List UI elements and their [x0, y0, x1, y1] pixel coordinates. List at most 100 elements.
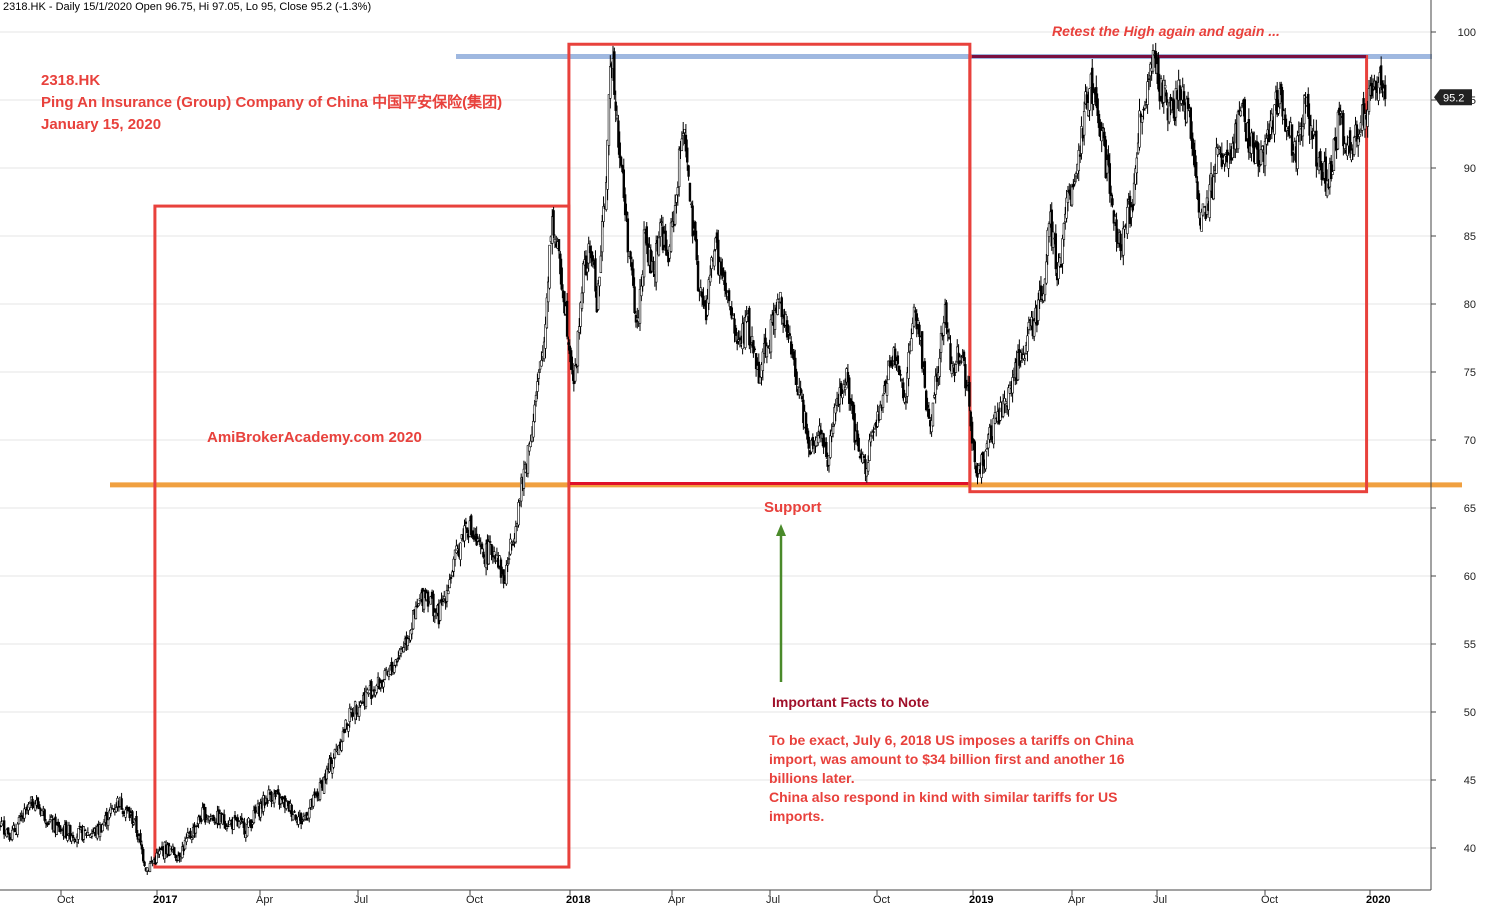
- candle-body: [202, 803, 206, 810]
- candle-body: [907, 352, 910, 379]
- x-tick-label: 2019: [969, 894, 993, 906]
- candle-body: [1332, 138, 1336, 171]
- candle-body: [447, 590, 450, 595]
- candle-body: [478, 539, 481, 542]
- candle-body: [8, 832, 11, 840]
- candle-body: [77, 828, 80, 840]
- candle-body: [1223, 155, 1226, 165]
- candle-body: [301, 820, 304, 822]
- candle-body: [1070, 186, 1074, 206]
- candle-body: [586, 267, 589, 273]
- candle-body: [891, 363, 894, 367]
- candle-body: [560, 267, 563, 290]
- candle-body: [1037, 299, 1040, 321]
- candle-body: [537, 372, 540, 379]
- y-tick-label: 45: [1464, 775, 1476, 787]
- candle-body: [355, 705, 358, 715]
- candle-body: [984, 450, 987, 470]
- candle-body: [370, 681, 373, 700]
- x-tick-label: Oct: [466, 894, 483, 906]
- candle-body: [1243, 99, 1247, 123]
- candle-body: [308, 808, 311, 819]
- candle-body: [691, 205, 694, 237]
- candle-body: [449, 576, 453, 579]
- candle-body: [510, 542, 513, 545]
- candle-body: [532, 420, 535, 438]
- candle-body: [1072, 184, 1075, 188]
- candle-body: [243, 822, 246, 835]
- candle-body: [536, 381, 539, 392]
- candle-body: [240, 817, 243, 820]
- candle-body: [333, 749, 337, 758]
- candle-body: [970, 421, 974, 444]
- candle-body: [1200, 211, 1203, 232]
- candle-body: [749, 344, 752, 346]
- date-label: January 15, 2020: [41, 116, 162, 133]
- candle-body: [841, 393, 844, 399]
- candle-body: [931, 402, 935, 427]
- candle-body: [834, 404, 837, 414]
- candle-body: [50, 816, 53, 818]
- candle-body: [201, 807, 204, 821]
- candle-body: [942, 322, 945, 336]
- candle-body: [1057, 261, 1060, 280]
- candle-body: [200, 819, 203, 822]
- candle-body: [825, 442, 828, 458]
- candle-body: [681, 133, 685, 137]
- candle-body: [384, 669, 388, 671]
- candle-body: [958, 356, 962, 361]
- candle-body: [227, 825, 230, 827]
- candle-body: [598, 276, 601, 287]
- candle-body: [578, 326, 581, 333]
- candle-body: [887, 360, 890, 381]
- candle-body: [65, 821, 68, 838]
- candle-body: [1208, 184, 1211, 218]
- candle-body: [1281, 90, 1284, 117]
- candle-body: [622, 169, 626, 198]
- candle-body: [580, 292, 584, 309]
- candle-body: [1108, 163, 1112, 194]
- candle-body: [918, 324, 921, 337]
- candle-body: [843, 386, 847, 390]
- candle-body: [1178, 85, 1182, 101]
- candle-body: [567, 342, 570, 345]
- candle-body: [507, 558, 511, 560]
- candle-body: [464, 521, 468, 524]
- candle-body: [686, 147, 689, 163]
- candle-body: [1290, 124, 1294, 156]
- candle-body: [804, 412, 808, 434]
- candle-body: [459, 542, 462, 560]
- candle-body: [629, 251, 632, 260]
- candle-body: [1348, 130, 1352, 153]
- candle-body: [557, 239, 561, 252]
- candle-body: [752, 340, 755, 354]
- candle-body: [1180, 99, 1183, 104]
- candle-body: [596, 283, 600, 310]
- candle-body: [857, 437, 860, 452]
- candle-body: [618, 142, 621, 159]
- candle-body: [106, 819, 110, 826]
- candle-body: [659, 222, 662, 237]
- candle-body: [463, 525, 466, 542]
- candle-body: [591, 255, 594, 262]
- retest-label: Retest the High again and again ...: [1052, 23, 1280, 39]
- candle-body: [1343, 143, 1346, 149]
- candle-body: [795, 371, 798, 385]
- candle-body: [285, 800, 288, 809]
- candle-body: [831, 426, 835, 434]
- y-tick-label: 55: [1464, 639, 1476, 651]
- candle-body: [406, 638, 409, 647]
- candle-body: [1007, 387, 1010, 411]
- x-tick-label: Oct: [57, 894, 74, 906]
- candle-body: [902, 382, 905, 399]
- candle-body: [1026, 335, 1029, 352]
- candle-body: [816, 435, 820, 444]
- candle-body: [879, 404, 882, 420]
- y-tick-label: 60: [1464, 571, 1476, 583]
- candle-body: [1138, 110, 1141, 148]
- candle-body: [482, 551, 485, 558]
- candle-body: [677, 148, 681, 187]
- candle-body: [1358, 133, 1361, 137]
- candle-body: [185, 838, 188, 843]
- facts-line: import, was amount to $34 billion first …: [769, 751, 1125, 767]
